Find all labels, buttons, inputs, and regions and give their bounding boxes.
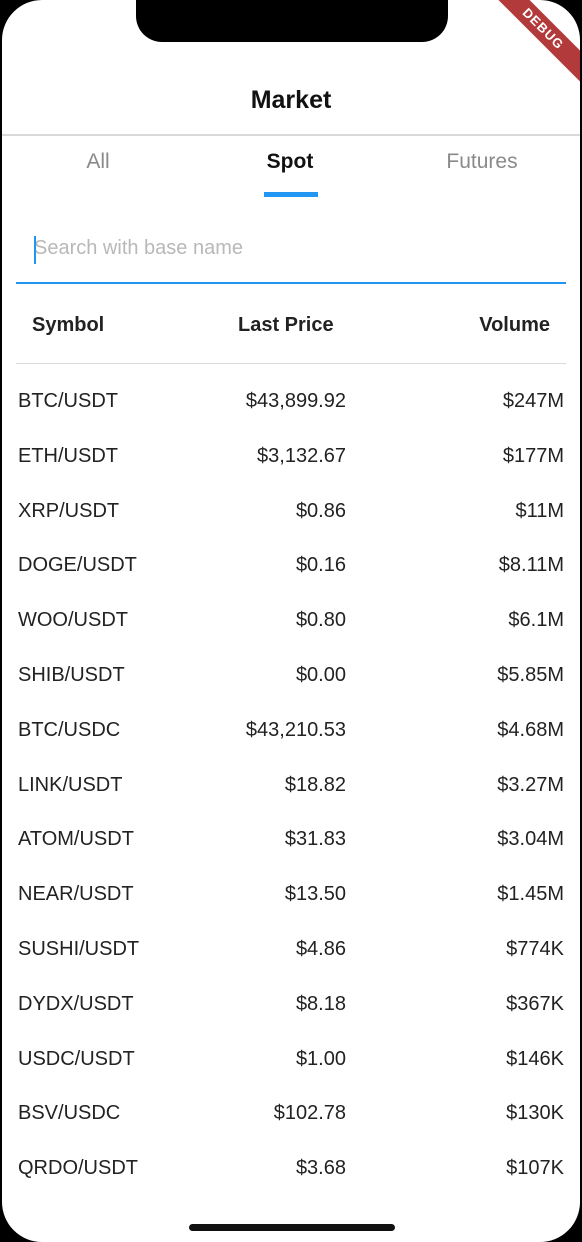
column-header-symbol[interactable]: Symbol — [32, 314, 105, 336]
row-volume: $5.85M — [497, 663, 564, 686]
column-header-last-price[interactable]: Last Price — [238, 314, 334, 336]
row-last-price: $13.50 — [284, 883, 346, 906]
table-row[interactable]: QRDO/USDT $3.68 $107K — [16, 1143, 566, 1198]
row-last-price: $43,899.92 — [245, 390, 346, 412]
table-row[interactable]: NEAR/USDT $13.50 $1.45M — [16, 869, 566, 924]
table-header: Symbol Last Price Volume — [16, 292, 566, 364]
row-volume: $4.68M — [497, 718, 564, 741]
row-last-price: $3.68 — [295, 1157, 346, 1180]
tab-all[interactable]: All — [86, 150, 110, 173]
page-title: Market — [250, 86, 332, 114]
row-symbol: XRP/USDT — [18, 499, 120, 522]
row-volume: $3.04M — [497, 828, 564, 851]
row-last-price: $0.86 — [295, 499, 346, 522]
table-row[interactable]: XRP/USDT $0.86 $11M — [16, 486, 566, 541]
row-last-price: $4.86 — [295, 937, 346, 960]
row-last-price: $31.83 — [284, 828, 346, 851]
column-header-volume[interactable]: Volume — [479, 314, 550, 336]
row-symbol: USDC/USDT — [18, 1047, 135, 1070]
row-symbol: SUSHI/USDT — [18, 937, 140, 960]
table-row[interactable]: DOGE/USDT $0.16 $8.11M — [16, 540, 566, 595]
table-row[interactable]: USDC/USDT $1.00 $146K — [16, 1034, 566, 1089]
search-field — [16, 218, 566, 284]
table-row[interactable]: BSV/USDC $102.78 $130K — [16, 1088, 566, 1143]
row-last-price: $1.00 — [295, 1047, 346, 1070]
row-volume: $130K — [506, 1102, 564, 1125]
row-symbol: LINK/USDT — [18, 773, 123, 796]
row-last-price: $102.78 — [273, 1102, 346, 1125]
row-last-price: $43,210.53 — [245, 718, 346, 741]
table-row[interactable]: LINK/USDT $18.82 $3.27M — [16, 760, 566, 815]
row-last-price: $0.16 — [295, 554, 346, 577]
row-volume: $146K — [506, 1047, 564, 1070]
row-volume: $11M — [515, 499, 564, 522]
row-volume: $3.27M — [497, 773, 564, 796]
row-last-price: $0.80 — [295, 609, 346, 632]
row-symbol: ETH/USDT — [18, 444, 118, 467]
row-volume: $107K — [506, 1157, 564, 1180]
row-symbol: WOO/USDT — [18, 609, 128, 632]
row-symbol: BSV/USDC — [18, 1102, 121, 1125]
market-list: BTC/USDT $43,899.92 $247M ETH/USDT $3,132.67… — [16, 376, 566, 1198]
row-symbol: DYDX/USDT — [18, 992, 134, 1015]
table-row[interactable]: DYDX/USDT $8.18 $367K — [16, 979, 566, 1034]
row-last-price: $0.00 — [295, 663, 346, 686]
market-tabs: All Spot Futures — [2, 136, 580, 198]
table-row[interactable]: ATOM/USDT $31.83 $3.04M — [16, 814, 566, 869]
table-row[interactable]: WOO/USDT $0.80 $6.1M — [16, 595, 566, 650]
active-tab-indicator — [264, 192, 318, 197]
table-row[interactable]: SUSHI/USDT $4.86 $774K — [16, 924, 566, 979]
row-volume: $367K — [506, 992, 564, 1015]
row-last-price: $18.82 — [284, 773, 346, 796]
app-bar: Market — [2, 60, 580, 136]
row-volume: $247M — [502, 390, 564, 412]
row-symbol: NEAR/USDT — [18, 883, 134, 906]
row-last-price: $8.18 — [295, 992, 346, 1015]
home-indicator — [189, 1224, 395, 1231]
table-row[interactable]: BTC/USDC $43,210.53 $4.68M — [16, 705, 566, 760]
row-last-price: $3,132.67 — [257, 444, 346, 467]
row-symbol: BTC/USDC — [18, 718, 121, 741]
row-symbol: SHIB/USDT — [18, 663, 125, 686]
row-symbol: QRDO/USDT — [18, 1157, 138, 1180]
table-row[interactable]: BTC/USDT $43,899.92 $247M — [16, 376, 566, 431]
row-volume: $1.45M — [497, 883, 564, 906]
tab-futures[interactable]: Futures — [446, 150, 518, 173]
text-cursor — [34, 236, 36, 264]
tab-spot[interactable]: Spot — [266, 150, 314, 173]
row-symbol: ATOM/USDT — [18, 828, 134, 851]
table-row[interactable]: SHIB/USDT $0.00 $5.85M — [16, 650, 566, 705]
row-volume: $177M — [502, 444, 564, 467]
row-symbol: BTC/USDT — [18, 390, 118, 412]
row-volume: $6.1M — [508, 609, 564, 632]
row-symbol: DOGE/USDT — [18, 554, 137, 577]
device-notch — [136, 0, 448, 42]
table-row[interactable]: ETH/USDT $3,132.67 $177M — [16, 431, 566, 486]
row-volume: $8.11M — [498, 554, 564, 577]
search-input[interactable] — [34, 230, 554, 266]
row-volume: $774K — [506, 937, 564, 960]
